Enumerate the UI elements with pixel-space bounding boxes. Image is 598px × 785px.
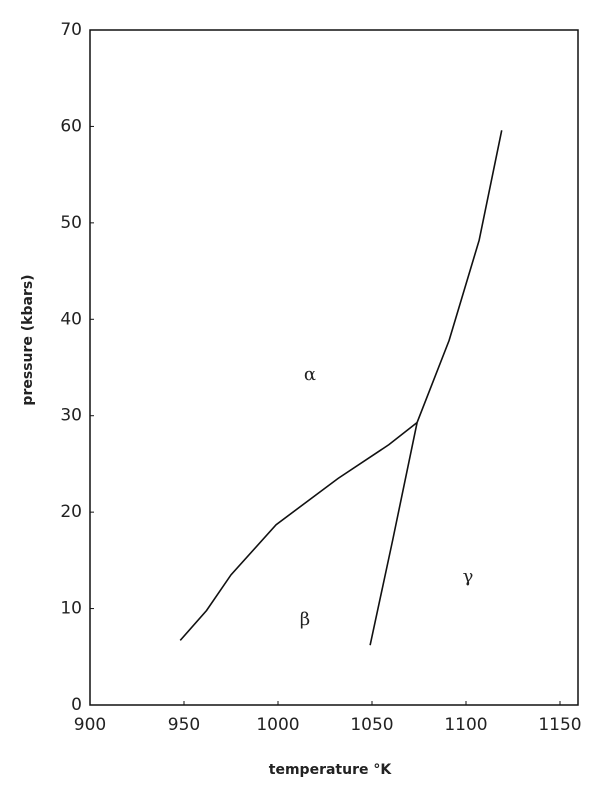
x-tick-label: 1000 bbox=[256, 715, 299, 735]
region-label: α bbox=[304, 364, 316, 385]
y-tick-label: 70 bbox=[60, 20, 82, 40]
phase-boundary bbox=[417, 130, 502, 422]
y-tick-label: 0 bbox=[71, 695, 82, 715]
y-tick-label: 60 bbox=[60, 116, 82, 136]
x-axis-label: temperature °K bbox=[269, 762, 393, 778]
y-tick-label: 20 bbox=[60, 502, 82, 522]
x-tick-label: 950 bbox=[168, 715, 200, 735]
x-tick-label: 1100 bbox=[444, 715, 487, 735]
y-tick-label: 10 bbox=[60, 599, 82, 619]
y-tick-label: 50 bbox=[60, 213, 82, 233]
phase-boundary bbox=[180, 422, 417, 640]
y-tick-label: 40 bbox=[60, 309, 82, 329]
y-tick-label: 30 bbox=[60, 406, 82, 426]
y-axis-label: pressure (kbars) bbox=[20, 274, 36, 405]
region-label: β bbox=[300, 609, 310, 630]
x-tick-label: 1150 bbox=[538, 715, 581, 735]
plot-frame bbox=[90, 30, 578, 705]
x-tick-label: 1050 bbox=[350, 715, 393, 735]
region-label: γ bbox=[463, 566, 474, 587]
phase-boundary bbox=[370, 422, 417, 645]
x-tick-label: 900 bbox=[74, 715, 106, 735]
chart: temperature °K pressure (kbars) 0 10 20 30 4… bbox=[0, 0, 598, 785]
